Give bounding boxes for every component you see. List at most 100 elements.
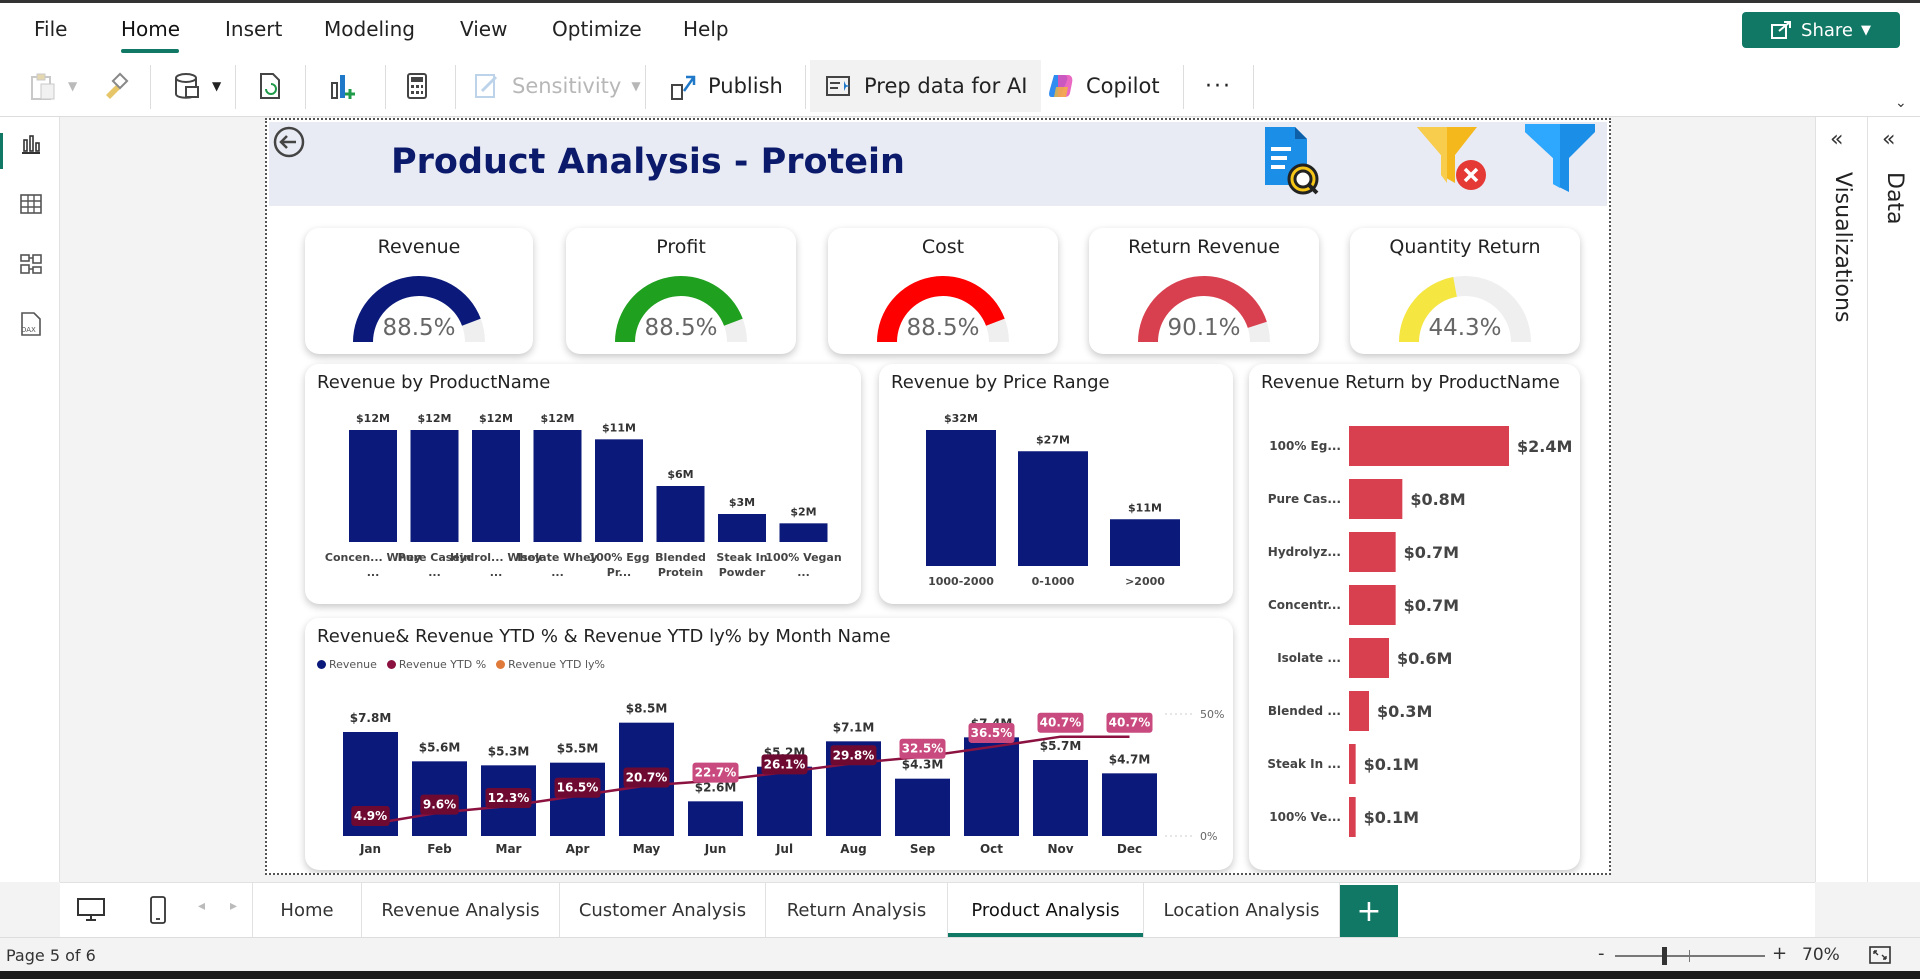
ytd-data-label: 40.7% xyxy=(1040,716,1082,730)
menu-home[interactable]: Home xyxy=(121,17,181,41)
ytd-label-box xyxy=(485,787,532,808)
fit-to-page-icon[interactable] xyxy=(1868,945,1892,965)
refresh-button[interactable] xyxy=(255,63,285,109)
ribbon-separator xyxy=(305,65,306,109)
zoom-in-button[interactable]: + xyxy=(1772,943,1788,964)
ytd-label-box xyxy=(968,722,1015,743)
tab-product-analysis[interactable]: Product Analysis xyxy=(948,883,1144,938)
data-pane[interactable]: « Data xyxy=(1868,117,1920,882)
get-data-button[interactable]: ▼ xyxy=(172,63,221,109)
category-label: Mar xyxy=(496,842,522,856)
category-label: ... xyxy=(367,566,380,579)
scroll-right-icon[interactable]: ▸ xyxy=(230,898,238,914)
bar xyxy=(1349,585,1396,625)
tab-home[interactable]: Home xyxy=(252,883,362,938)
revenue-by-product-chart[interactable]: Revenue by ProductName $12M Concen... Whe… xyxy=(305,364,861,604)
back-arrow-icon[interactable] xyxy=(272,125,306,159)
search-document-icon[interactable] xyxy=(1261,123,1331,199)
mobile-layout-icon[interactable] xyxy=(148,895,168,925)
menu-file[interactable]: File xyxy=(34,17,68,41)
collapse-ribbon-icon[interactable]: ⌄ xyxy=(1895,95,1907,111)
table-view-icon[interactable] xyxy=(16,189,46,219)
expand-visualizations-icon[interactable]: « xyxy=(1830,127,1844,152)
tab-location-analysis[interactable]: Location Analysis xyxy=(1144,883,1340,938)
category-label: Oct xyxy=(980,842,1003,856)
data-label: $5.3M xyxy=(488,744,530,758)
desktop-layout-icon[interactable] xyxy=(76,897,106,923)
revenue-return-by-product-chart[interactable]: Revenue Return by ProductName 100% Eg...… xyxy=(1249,364,1580,870)
bar xyxy=(1033,760,1088,836)
kpi-card-return-revenue[interactable]: Return Revenue 90.1% xyxy=(1089,228,1319,354)
publish-button[interactable]: Publish xyxy=(668,63,783,109)
category-label: Sep xyxy=(910,842,936,856)
legend-item[interactable]: Revenue YTD % xyxy=(386,658,486,671)
data-label: $12M xyxy=(541,412,575,425)
new-visual-button[interactable] xyxy=(328,63,358,109)
kpi-card-revenue[interactable]: Revenue 88.5% xyxy=(305,228,533,354)
data-label: $7.1M xyxy=(833,720,875,734)
model-view-icon[interactable] xyxy=(16,249,46,279)
gauge-fill xyxy=(615,275,743,342)
ribbon: ▼ ▼ Sensitivity ▼ Publish Prep data for … xyxy=(0,55,1920,117)
menu-optimize[interactable]: Optimize xyxy=(552,17,642,41)
data-label: $32M xyxy=(944,412,978,425)
tab-return-analysis[interactable]: Return Analysis xyxy=(766,883,948,938)
legend-item[interactable]: Revenue YTD ly% xyxy=(496,658,605,671)
format-painter-button[interactable] xyxy=(100,63,130,109)
dax-query-view-icon[interactable]: DAX xyxy=(16,309,46,339)
copilot-button[interactable]: Copilot xyxy=(1046,63,1160,109)
zoom-out-button[interactable]: - xyxy=(1598,943,1605,964)
paste-button[interactable]: ▼ xyxy=(28,63,77,109)
legend-item[interactable]: Revenue xyxy=(317,658,377,671)
more-options-button[interactable]: ··· xyxy=(1205,73,1232,99)
menu-bar: File Home Insert Modeling View Optimize … xyxy=(0,0,1920,55)
category-label: Concen... Whey xyxy=(325,551,421,564)
revenue-by-price-range-chart[interactable]: Revenue by Price Range $32M 1000-2000 $27M… xyxy=(879,364,1233,604)
visualizations-pane[interactable]: « Visualizations xyxy=(1816,117,1868,882)
category-label: ... xyxy=(551,566,564,579)
zoom-slider[interactable] xyxy=(1615,947,1765,965)
menu-insert[interactable]: Insert xyxy=(225,17,283,41)
tab-revenue-analysis[interactable]: Revenue Analysis xyxy=(362,883,560,938)
ytd-data-label: 26.1% xyxy=(764,757,806,771)
y2-tick-label: 50% xyxy=(1200,708,1224,721)
category-label: Apr xyxy=(566,842,590,856)
legend-dot xyxy=(496,660,506,669)
category-label: May xyxy=(633,842,661,856)
menu-help[interactable]: Help xyxy=(683,17,729,41)
kpi-card-quantity-return[interactable]: Quantity Return 44.3% xyxy=(1350,228,1580,354)
category-label: Steak In xyxy=(716,551,767,564)
kpi-card-profit[interactable]: Profit 88.5% xyxy=(566,228,796,354)
bar xyxy=(688,801,743,836)
scroll-left-icon[interactable]: ◂ xyxy=(198,898,206,914)
category-label: Nov xyxy=(1047,842,1073,856)
kpi-card-cost[interactable]: Cost 88.5% xyxy=(828,228,1058,354)
category-label: Pure Casein xyxy=(398,551,472,564)
kpi-value: 90.1% xyxy=(1167,315,1241,341)
sensitivity-button[interactable]: Sensitivity ▼ xyxy=(472,63,641,109)
data-label: $12M xyxy=(356,412,390,425)
zoom-slider-thumb[interactable] xyxy=(1662,947,1667,965)
bar xyxy=(1349,532,1396,572)
filter-icon[interactable] xyxy=(1523,122,1599,198)
category-label: 100% Egg xyxy=(588,551,649,564)
share-button[interactable]: Share ▼ xyxy=(1742,12,1900,48)
publish-icon xyxy=(671,75,696,100)
revenue-by-month-chart[interactable]: Revenue& Revenue YTD % & Revenue YTD ly%… xyxy=(305,618,1233,870)
report-view-icon[interactable] xyxy=(16,129,46,159)
tab-customer-analysis[interactable]: Customer Analysis xyxy=(560,883,766,938)
menu-view[interactable]: View xyxy=(460,17,508,41)
category-label: Protein xyxy=(658,566,703,579)
expand-data-icon[interactable]: « xyxy=(1882,127,1896,152)
category-label: Jan xyxy=(359,842,381,856)
sensitivity-icon xyxy=(475,74,498,98)
add-page-button[interactable]: + xyxy=(1340,885,1398,937)
data-label: $5.5M xyxy=(557,742,599,756)
data-label: $11M xyxy=(602,421,636,434)
data-label: $5.6M xyxy=(419,740,461,754)
menu-modeling[interactable]: Modeling xyxy=(324,17,415,41)
clear-filter-icon[interactable] xyxy=(1413,123,1493,197)
data-label: $11M xyxy=(1128,501,1162,514)
prep-data-button[interactable]: Prep data for AI xyxy=(810,60,1042,112)
quick-measure-button[interactable] xyxy=(402,63,432,109)
